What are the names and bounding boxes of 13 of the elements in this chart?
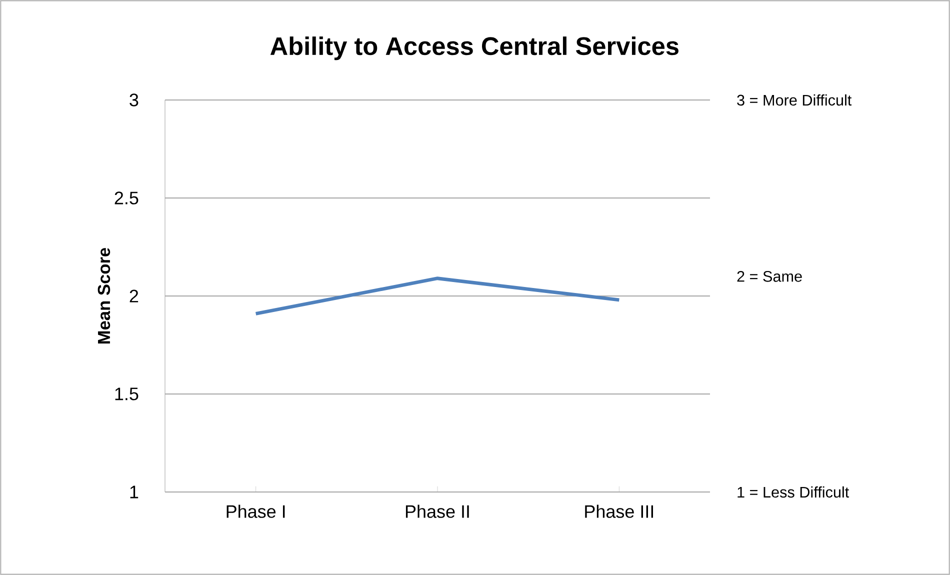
text: 1 = Less Difficult (738, 486, 850, 498)
x-tick-label: Phase III (585, 504, 654, 518)
y-tick-label: 2 (130, 290, 138, 302)
y-tick-label: 2.5 (114, 192, 138, 204)
text: 2 = Same (737, 270, 802, 282)
x-tick-label: Phase I (226, 504, 285, 518)
x-tick-label: Phase II (406, 504, 469, 518)
y-tick-label: 3 (130, 94, 138, 106)
chart-title: Ability to Access Central Services (270, 36, 678, 60)
y-axis-title: Mean Score (98, 248, 110, 344)
text: 3 = More Difficult (737, 94, 852, 106)
y-tick-label: 1 (130, 486, 138, 498)
y-tick-label: 1.5 (115, 388, 138, 400)
